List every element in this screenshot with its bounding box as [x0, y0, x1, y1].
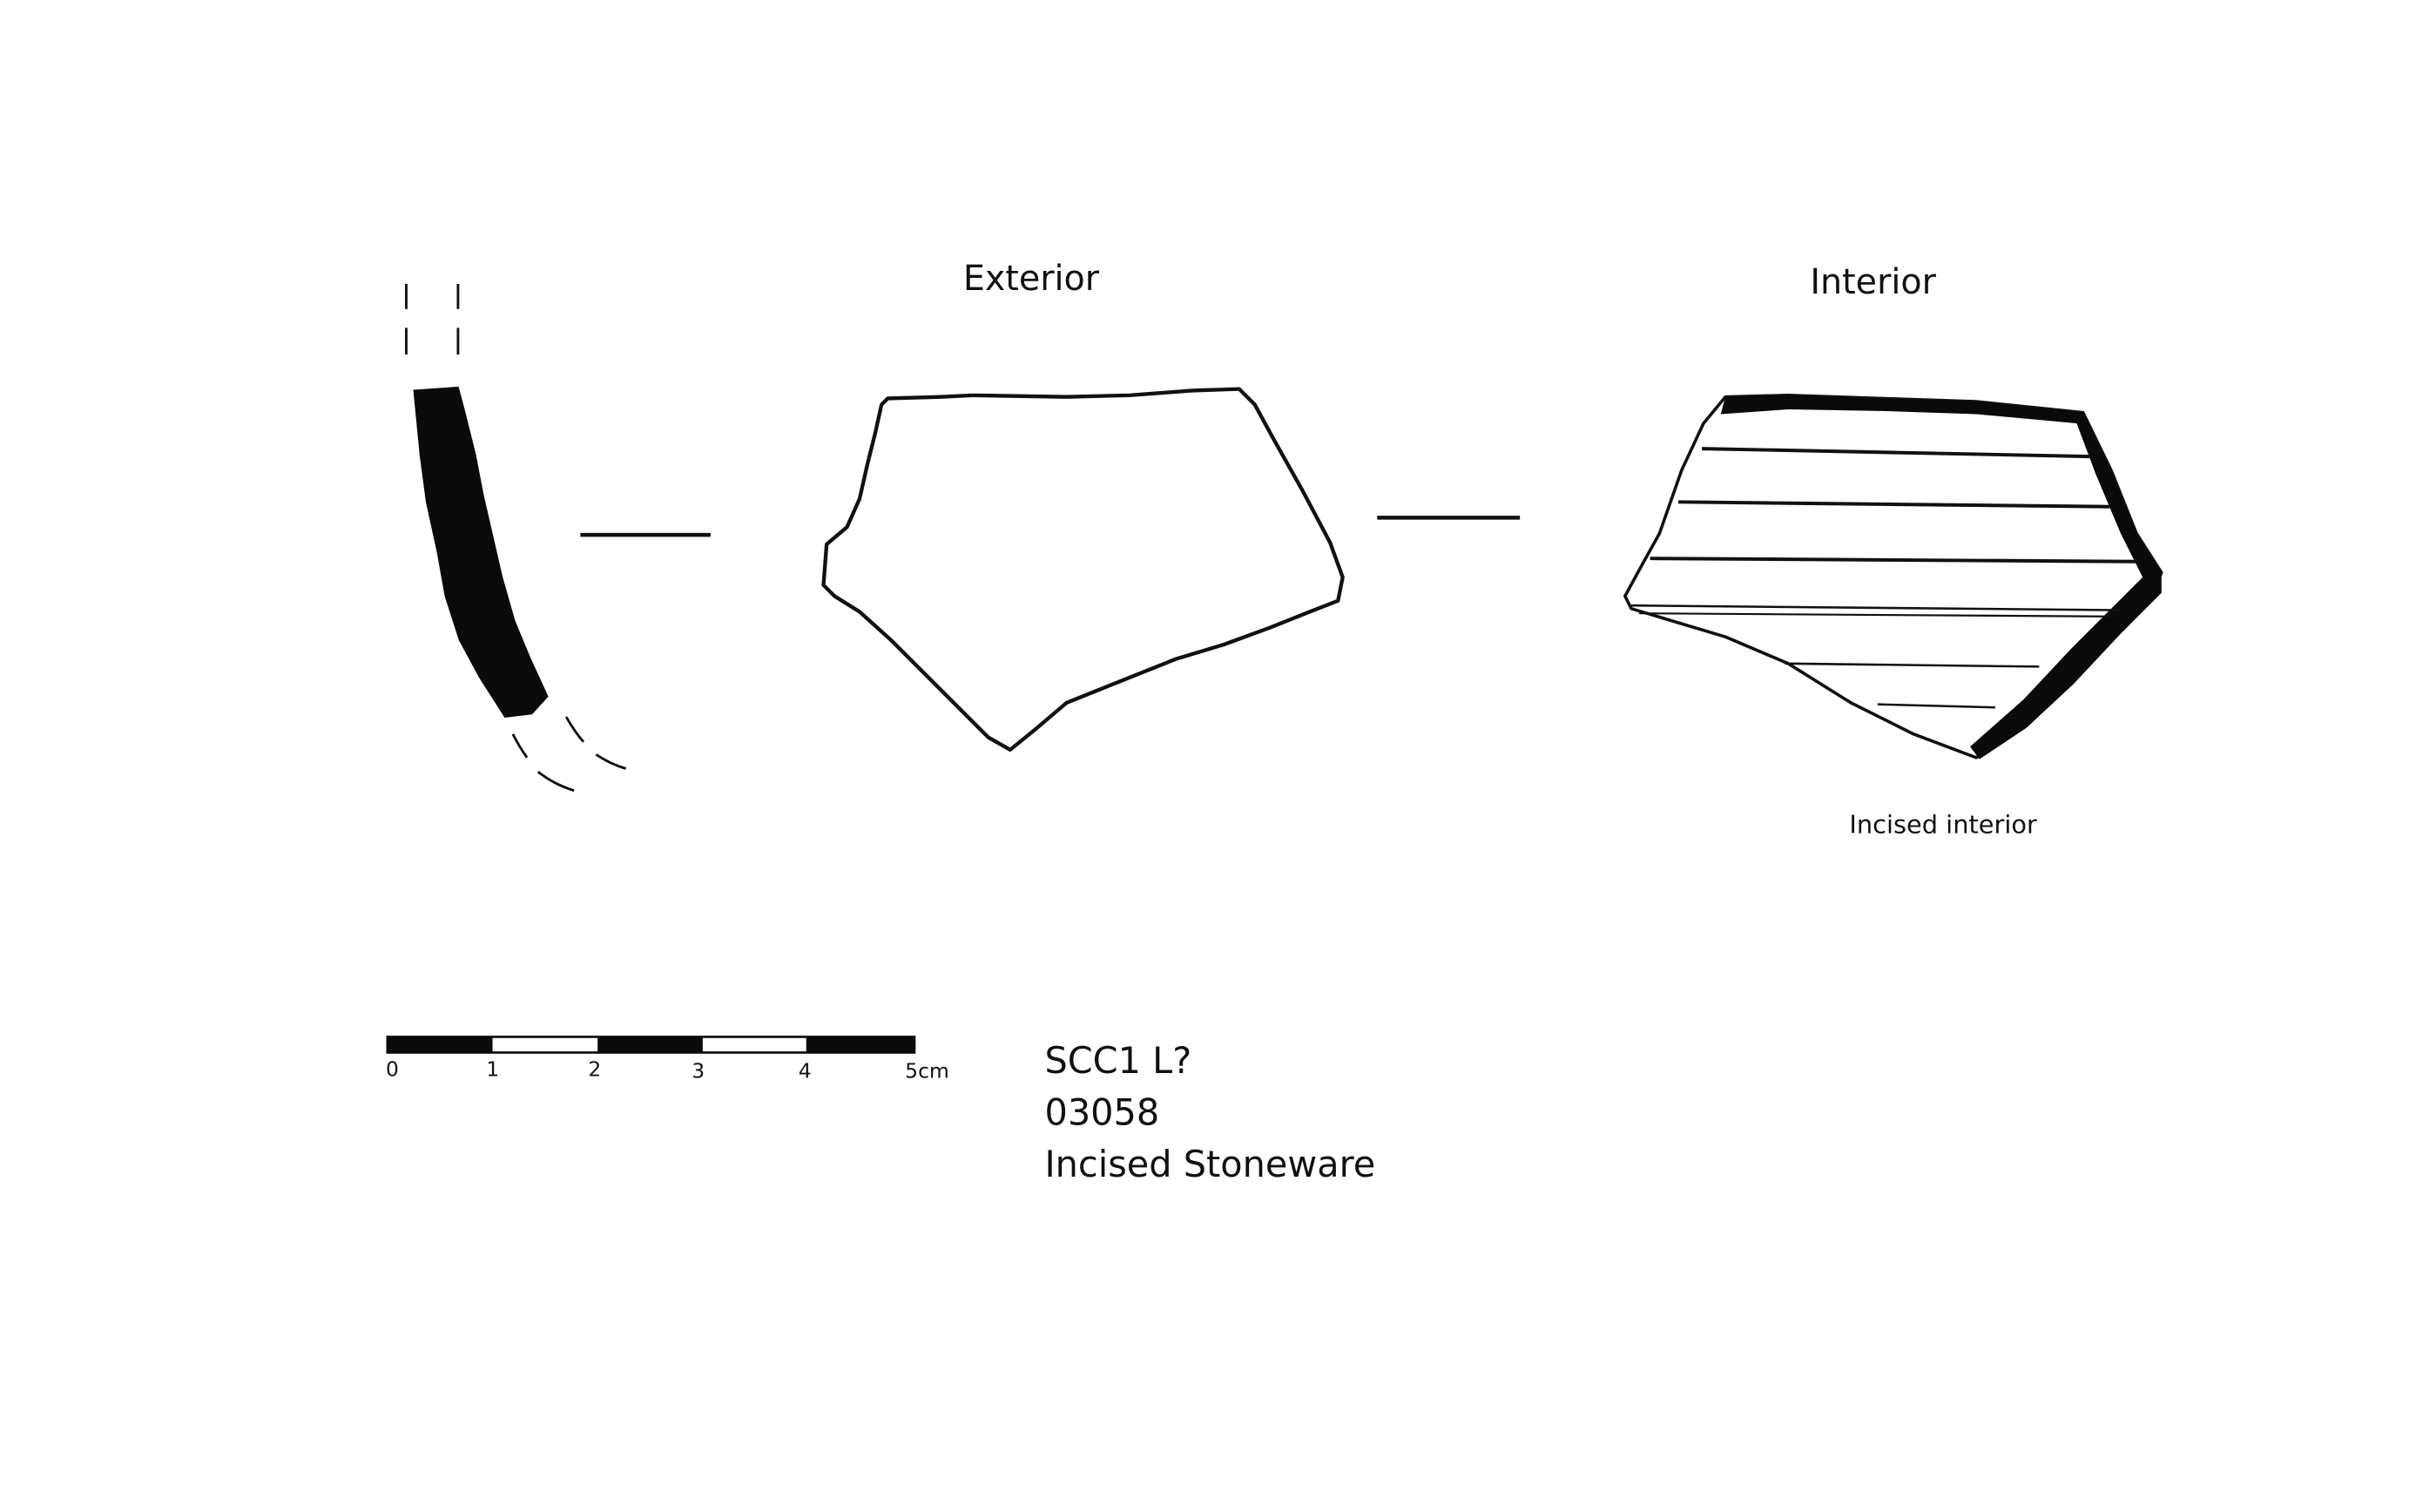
interior-note: Incised interior [1849, 809, 2037, 840]
specimen-info: SCC1 L? 03058 Incised Stoneware [1044, 1036, 1375, 1191]
interior-break-edge [1970, 412, 2162, 759]
specimen-catalog-number: 03058 [1044, 1093, 1160, 1135]
scale-tick-2: 2 [588, 1058, 602, 1083]
scale-tick-3: 3 [692, 1060, 705, 1084]
interior-rim-edge [1720, 395, 2083, 424]
scale-tick-0: 0 [386, 1058, 399, 1083]
scale-bar [386, 1036, 916, 1054]
exterior-view-outline [821, 387, 1345, 753]
interior-view-label: Interior [1810, 263, 1936, 303]
scale-segment-4-5 [806, 1036, 914, 1053]
scale-segment-0-1 [387, 1036, 493, 1053]
scale-tick-4: 4 [798, 1060, 812, 1084]
scale-tick-5cm: 5cm [905, 1060, 949, 1084]
incised-lines [1631, 447, 2140, 709]
profile-section [405, 283, 627, 793]
specimen-site: SCC1 L? [1044, 1041, 1192, 1083]
interior-view [1623, 394, 2163, 759]
profile-dashed-extension-bottom [511, 716, 627, 793]
scale-tick-1: 1 [486, 1058, 500, 1083]
profile-dashed-extension-top [405, 283, 460, 355]
exterior-view-label: Exterior [962, 260, 1100, 300]
profile-wall [413, 386, 549, 719]
scale-segment-2-3 [597, 1036, 703, 1053]
specimen-ware-type: Incised Stoneware [1044, 1144, 1376, 1186]
